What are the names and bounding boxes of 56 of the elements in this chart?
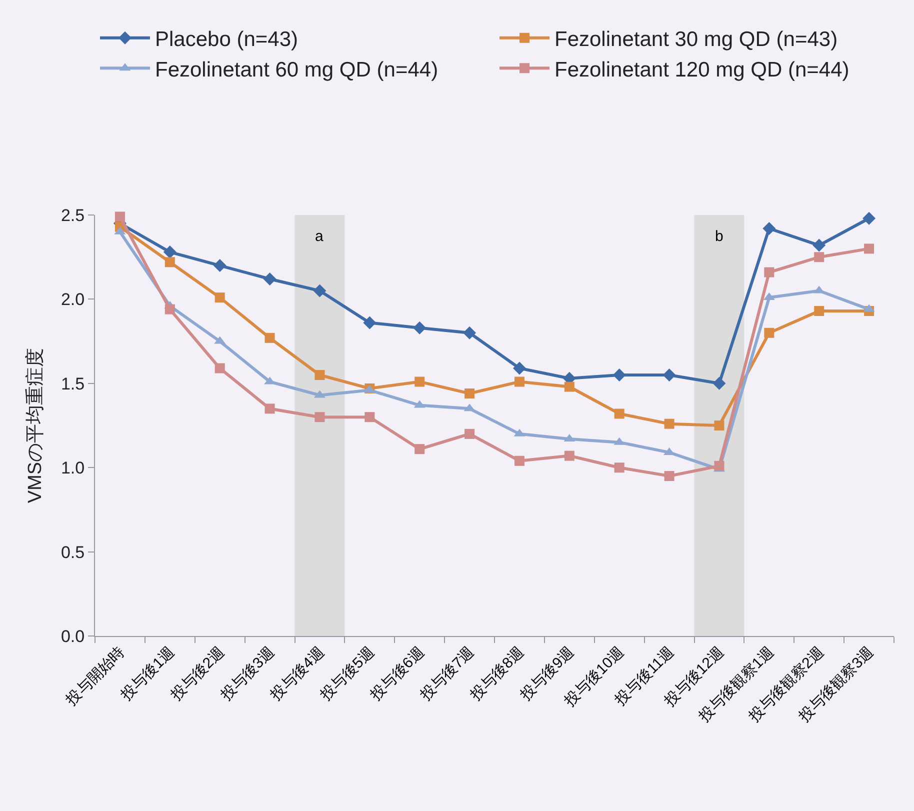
point	[464, 388, 475, 398]
y-tick-label: 2.5	[60, 206, 85, 225]
legend-label: Placebo (n=43)	[155, 28, 298, 52]
point	[414, 444, 425, 454]
point	[313, 284, 326, 298]
point	[214, 363, 225, 374]
point	[314, 412, 325, 422]
point	[614, 408, 624, 419]
point	[712, 376, 726, 390]
point	[414, 376, 425, 387]
point	[862, 212, 876, 225]
point	[364, 412, 375, 422]
point	[114, 212, 125, 222]
point	[564, 450, 574, 461]
point	[812, 238, 826, 252]
point	[612, 368, 626, 382]
point	[564, 382, 574, 392]
point	[614, 462, 624, 473]
point	[514, 376, 524, 387]
point	[714, 460, 724, 471]
y-tick-label: 2.0	[60, 290, 85, 310]
legend-label: Fezolinetant 60 mg QD (n=44)	[155, 58, 438, 82]
legend-label: Fezolinetant 120 mg QD (n=44)	[554, 58, 850, 82]
point	[363, 316, 376, 330]
point	[814, 306, 824, 316]
point	[413, 321, 426, 334]
y-tick-label: 0.5	[60, 542, 85, 562]
point	[512, 362, 526, 375]
y-tick-label: 0.0	[60, 626, 85, 646]
point	[264, 332, 275, 343]
point	[864, 244, 874, 254]
point	[664, 418, 674, 429]
point	[463, 326, 476, 340]
point	[164, 304, 175, 314]
point	[762, 222, 776, 235]
point	[314, 370, 325, 380]
point	[714, 420, 724, 430]
band-label: a	[315, 228, 324, 245]
point	[814, 252, 824, 262]
y-axis-title: VMSの平均重症度	[24, 348, 46, 504]
legend-label: Fezolinetant 30 mg QD (n=43)	[554, 28, 838, 52]
point	[662, 368, 676, 382]
point	[213, 259, 226, 272]
point	[264, 404, 275, 414]
point	[464, 428, 475, 439]
point	[514, 456, 524, 466]
point	[214, 292, 225, 303]
point	[164, 257, 175, 268]
point	[764, 328, 774, 338]
point	[163, 246, 176, 259]
y-tick-label: 1.0	[60, 458, 85, 478]
point	[664, 471, 674, 482]
y-tick-label: 1.5	[60, 374, 85, 394]
point	[764, 267, 774, 278]
band-label: b	[715, 228, 724, 245]
point	[263, 272, 276, 286]
